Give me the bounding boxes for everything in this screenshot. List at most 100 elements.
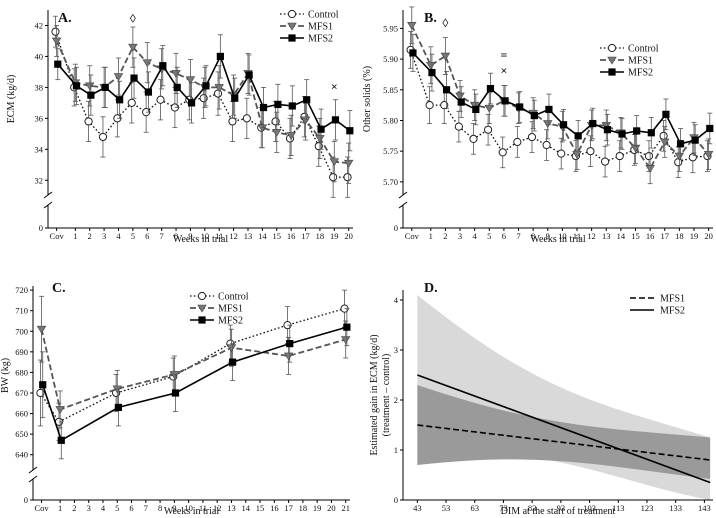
x-tick-label: 53 <box>442 503 451 513</box>
x-tick-label: 20 <box>344 231 353 241</box>
x-tick-label: 3 <box>458 231 462 241</box>
axis-break-mark <box>43 201 53 209</box>
x-tick-label: 21 <box>341 503 350 513</box>
x-tick-label: 19 <box>330 231 339 241</box>
control-point <box>156 95 165 104</box>
axis-break-mark <box>398 191 408 199</box>
control-point <box>484 125 493 134</box>
legend-label-mfs1: MFS1 <box>660 294 685 305</box>
legend-mfs1-point <box>197 304 207 313</box>
y-axis-label: Estimated gain in ECM (kg/d) <box>369 334 380 455</box>
mfs2-point <box>603 126 612 134</box>
x-tick-label: 93 <box>557 503 566 513</box>
mfs2-point <box>486 84 495 93</box>
y-tick-label: 36 <box>35 113 44 123</box>
mfs2-point <box>101 83 109 91</box>
mfs1-point <box>169 371 180 380</box>
y-axis-label-2: (treatment – control) <box>381 354 392 437</box>
y-tick-label: 40 <box>35 51 44 61</box>
legend-label-mfs1: MFS1 <box>628 56 653 67</box>
mfs1-point <box>185 76 196 85</box>
control-point <box>84 117 93 126</box>
series-line-mfs1 <box>410 24 710 171</box>
legend-label-control: Control <box>218 292 249 303</box>
x-tick-label: 5 <box>115 503 119 513</box>
x-tick-label: 7 <box>144 503 148 513</box>
x-tick-label: 11 <box>199 503 207 513</box>
y-tick-label: 42 <box>35 20 44 30</box>
mfs1-point <box>329 158 340 167</box>
mfs2-point <box>202 82 210 90</box>
y-tick-label: 5.85 <box>383 85 398 95</box>
mfs1-point <box>601 122 611 130</box>
control-point <box>615 151 624 161</box>
mfs1-point <box>407 22 417 30</box>
mfs2-point <box>343 323 351 331</box>
control-point <box>674 158 683 167</box>
significance-annotation: ◊ <box>442 16 448 30</box>
y-tick-label: 3 <box>394 345 398 355</box>
mfs2-point <box>676 140 685 148</box>
mfs2-point <box>409 49 417 57</box>
mfs1-point <box>113 73 124 82</box>
x-tick-label: 10 <box>558 231 567 241</box>
x-tick-label: 15 <box>256 503 265 513</box>
axis-break-mark <box>28 466 38 474</box>
y-tick-label: 38 <box>35 82 44 92</box>
control-point <box>343 173 352 182</box>
y-tick-label: 5.80 <box>383 115 398 125</box>
x-tick-label: 7 <box>516 231 520 241</box>
mfs2-point <box>303 96 311 104</box>
control-point <box>228 117 237 126</box>
mfs1-point <box>300 116 311 125</box>
y-tick-label: 32 <box>35 175 44 185</box>
mfs1-point <box>142 59 152 68</box>
panel-label: D. <box>424 281 438 296</box>
legend-label-control: Control <box>628 44 659 55</box>
y-tick-label: 5.75 <box>383 146 398 156</box>
mfs2-point <box>472 105 480 114</box>
mfs2-point <box>274 100 282 109</box>
mfs1-point <box>660 138 670 147</box>
mfs2-point <box>173 83 181 91</box>
panel-label: A. <box>58 11 72 26</box>
x-tick-label: 11 <box>215 231 223 241</box>
x-tick-label: 2 <box>443 231 447 241</box>
x-tick-label: 4 <box>116 231 121 241</box>
y-tick-label: 680 <box>15 367 28 377</box>
y-tick-label: 720 <box>15 285 28 295</box>
legend-control-point <box>607 43 617 53</box>
x-tick-label: 1 <box>429 231 433 241</box>
mfs1-point <box>36 325 47 334</box>
control-point <box>213 89 223 98</box>
legend-label-mfs2: MFS2 <box>218 316 243 327</box>
x-tick-label: 18 <box>299 503 308 513</box>
mfs2-point <box>114 403 122 411</box>
mfs1-point <box>426 61 436 70</box>
mfs1-point <box>171 70 181 79</box>
x-tick-label: 9 <box>172 503 176 513</box>
legend-mfs2-point <box>288 34 296 42</box>
x-tick-label: 20 <box>704 231 713 241</box>
series-control <box>406 31 712 178</box>
mfs1-point <box>674 152 685 161</box>
x-tick-label: 63 <box>471 503 480 513</box>
x-tick-label: 11 <box>573 231 581 241</box>
x-tick-label: Cov <box>34 503 49 513</box>
y-tick-label: 1 <box>394 445 398 455</box>
x-tick-label: 19 <box>690 231 699 241</box>
mfs1-point <box>226 344 237 353</box>
x-tick-label: 6 <box>129 503 133 513</box>
control-point <box>498 148 507 157</box>
x-tick-label: 9 <box>546 231 550 241</box>
x-tick-label: 5 <box>487 231 491 241</box>
y-axis-label: BW (kg) <box>0 358 11 393</box>
x-tick-label: 7 <box>160 231 164 241</box>
mfs1-point <box>214 84 224 92</box>
mfs2-point <box>530 111 538 120</box>
control-point <box>659 131 668 140</box>
x-tick-label: 4 <box>101 503 106 513</box>
